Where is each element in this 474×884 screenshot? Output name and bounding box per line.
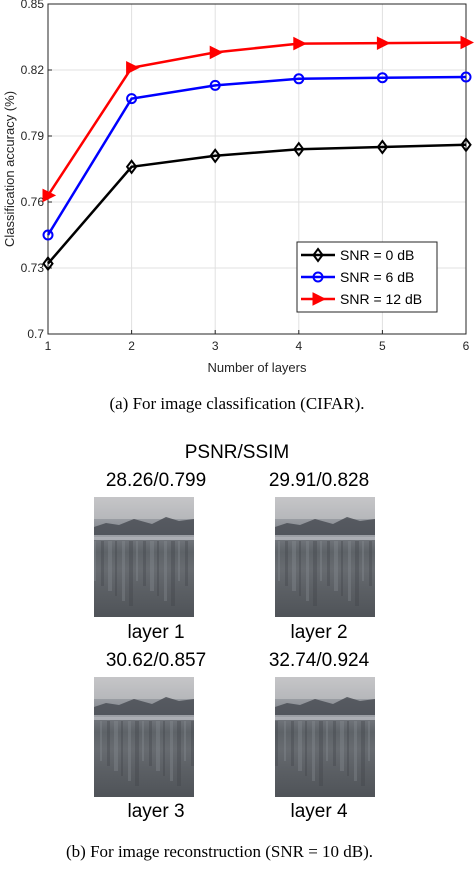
caption-classification: (a) For image classification (CIFAR). [109, 394, 365, 413]
series-2-point [209, 79, 221, 91]
metric-layer-3: 30.62/0.857 [105, 650, 207, 671]
legend-label-2: SNR = 6 dB [340, 269, 414, 285]
series-3-point [42, 188, 57, 203]
reconstruction-image-shapes [94, 677, 194, 786]
metric-layer-1: 28.26/0.799 [105, 470, 207, 491]
plot-area-frame [47, 3, 467, 335]
reconstruction-image-shapes [94, 497, 194, 606]
reconstruction-image-layer-4 [275, 677, 375, 797]
series-1-point [293, 141, 305, 157]
x-tick-label: 2 [128, 339, 135, 353]
legend-label-3: SNR = 12 dB [340, 291, 422, 307]
legend-marker-1 [312, 247, 324, 263]
y-tick-label: 0.82 [21, 63, 45, 77]
series-line-2 [46, 75, 467, 236]
series-1-point [376, 139, 389, 155]
legend-marker-3 [312, 292, 327, 306]
series-3-point [209, 45, 224, 60]
y-tick-label: 0.85 [21, 0, 45, 11]
caption-reconstruction: (b) For image reconstruction (SNR = 10 d… [66, 842, 374, 861]
series-2-point [126, 93, 138, 105]
reconstruction-image-shapes [275, 497, 375, 606]
reconstruction-image-shapes [275, 677, 375, 786]
y-tick-label: 0.73 [21, 261, 45, 275]
series-3-point [376, 36, 391, 50]
x-tick-label: 5 [379, 339, 386, 353]
metric-layer-2: 29.91/0.828 [268, 470, 370, 491]
series-1-point [125, 159, 138, 175]
series-2-point [293, 73, 305, 85]
series-1-point [209, 148, 221, 164]
reconstruction-image-layer-1 [94, 497, 194, 617]
y-tick-label: 0.7 [27, 327, 44, 341]
legend-marker-2 [312, 271, 324, 283]
series-3-point [293, 36, 307, 51]
series-1-point [42, 255, 54, 272]
legend-label-1: SNR = 0 dB [340, 247, 414, 263]
y-tick-label: 0.79 [21, 129, 45, 143]
x-axis-label: Number of layers [208, 360, 307, 375]
x-tick-label: 6 [463, 339, 470, 353]
label-layer-1: layer 1 [127, 622, 185, 643]
series-2-point [460, 71, 472, 83]
series-line-3 [46, 41, 467, 197]
metric-layer-4: 32.74/0.924 [268, 650, 370, 671]
series-1-point [460, 137, 472, 153]
label-layer-2: layer 2 [290, 622, 348, 643]
psnr-ssim-title: PSNR/SSIM [184, 442, 290, 463]
series-3-point [460, 35, 474, 50]
series-2-point [376, 72, 388, 84]
reconstruction-image-layer-2 [275, 497, 375, 617]
series-3-point [126, 60, 140, 75]
y-axis-label: Classification accuracy (%) [2, 91, 17, 247]
accuracy-chart: 0.7 0.73 0.76 0.79 0.82 0.85 1 2 3 4 5 6 Number of l… [2, 0, 474, 375]
series-line-1 [47, 143, 467, 265]
series-2-point [42, 229, 54, 241]
x-tick-label: 4 [295, 339, 302, 353]
reconstruction-image-layer-3 [94, 677, 194, 797]
x-tick-label: 1 [45, 339, 52, 353]
label-layer-4: layer 4 [290, 801, 348, 822]
label-layer-3: layer 3 [127, 801, 185, 822]
y-tick-label: 0.76 [21, 195, 45, 209]
x-tick-label: 3 [212, 339, 219, 353]
